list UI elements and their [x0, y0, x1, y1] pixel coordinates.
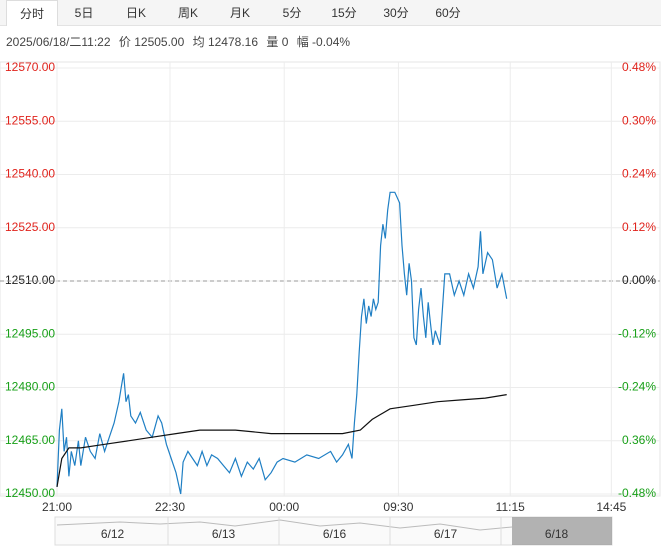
y2-tick-label: 0.24%: [622, 167, 656, 181]
period-tab[interactable]: 15分: [331, 6, 357, 20]
info-avg: 均 12478.16: [192, 35, 259, 49]
y2-tick-label: -0.24%: [618, 380, 656, 394]
y2-tick-label: 0.30%: [622, 113, 656, 127]
period-tab[interactable]: 5日: [74, 6, 94, 20]
y-tick-label: 12465.00: [5, 433, 55, 447]
navigator-window[interactable]: [512, 517, 612, 545]
y-tick-label: 12570.00: [5, 60, 55, 74]
navigator-label: 6/13: [212, 527, 236, 541]
y2-tick-label: 0.48%: [622, 60, 656, 74]
period-tab[interactable]: 周K: [177, 6, 198, 20]
y-tick-label: 12555.00: [5, 113, 55, 127]
y-tick-label: 12480.00: [5, 380, 55, 394]
x-tick-label: 00:00: [269, 500, 299, 514]
x-tick-label: 14:45: [596, 500, 626, 514]
info-time: 2025/06/18/二11:22: [6, 35, 111, 49]
series-line: [56, 191, 508, 495]
period-tab[interactable]: 60分: [435, 6, 461, 20]
y-tick-label: 12525.00: [5, 220, 55, 234]
y-tick-label: 12510.00: [5, 273, 55, 287]
y2-tick-label: -0.12%: [618, 326, 656, 340]
navigator-sparkline: [56, 519, 513, 531]
period-tab[interactable]: 日K: [125, 6, 146, 20]
period-tabs: 分时 5日 日K 周K 月K 5分 15分 30分 60分: [0, 0, 661, 26]
y2-tick-label: -0.48%: [618, 486, 656, 500]
info-change: 幅 -0.04%: [296, 35, 351, 49]
y-tick-label: 12540.00: [5, 167, 55, 181]
navigator-label: 6/12: [101, 527, 125, 541]
y-tick-label: 12495.00: [5, 326, 55, 340]
y2-tick-label: 0.36%: [622, 433, 656, 447]
period-tab[interactable]: 5分: [282, 6, 302, 20]
period-tab[interactable]: 30分: [383, 6, 409, 20]
info-price: 价 12505.00: [118, 35, 185, 49]
navigator-label: 6/18: [545, 527, 569, 541]
x-tick-label: 11:15: [496, 500, 525, 514]
y2-tick-label: 0.00%: [622, 273, 656, 287]
x-tick-label: 22:30: [155, 500, 185, 514]
x-tick-label: 21:00: [42, 500, 72, 514]
period-tab[interactable]: 月K: [229, 6, 250, 20]
info-volume: 量 0: [266, 35, 289, 49]
navigator-label: 6/17: [434, 527, 458, 541]
y2-tick-label: 0.12%: [622, 220, 656, 234]
info-line: 2025/06/18/二11:22 价 12505.00 均 12478.16 …: [6, 33, 355, 50]
y-tick-label: 12450.00: [5, 486, 55, 500]
series-line: [56, 394, 507, 487]
period-tab[interactable]: 分时: [6, 0, 58, 26]
plot-frame: [0, 61, 661, 497]
navigator-label: 6/16: [323, 527, 347, 541]
x-tick-label: 09:30: [383, 500, 413, 514]
